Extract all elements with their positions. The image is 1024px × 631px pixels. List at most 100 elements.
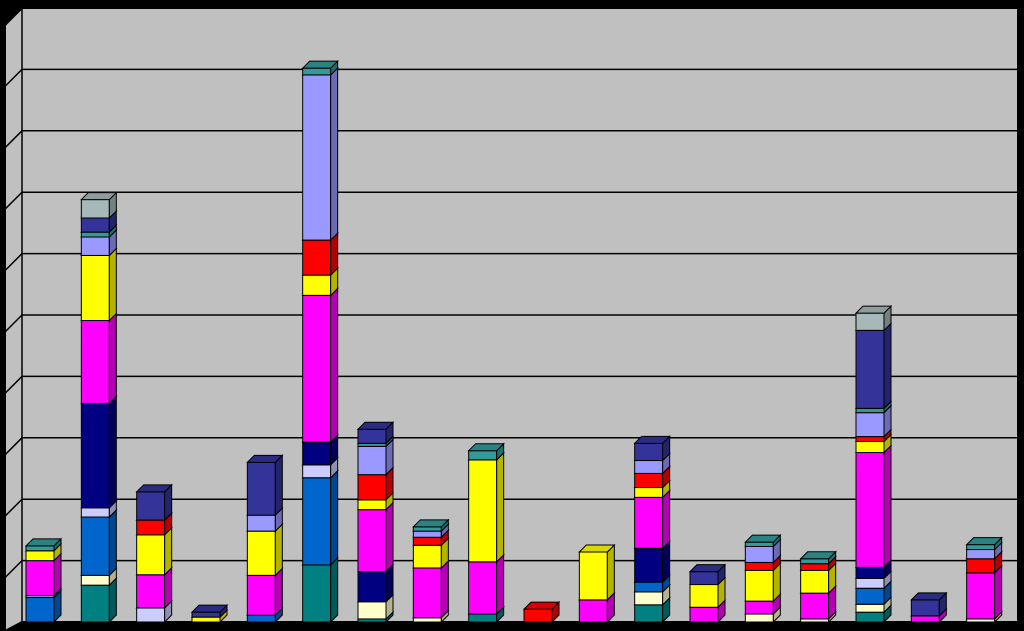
grid-line	[4, 437, 1018, 456]
bar-segment	[966, 544, 996, 551]
bar-segment	[412, 617, 442, 623]
bar-side	[330, 469, 339, 567]
bar-segment	[744, 541, 774, 547]
bar-segment	[357, 601, 387, 620]
bar-segment	[302, 564, 332, 623]
bar-segment	[634, 591, 664, 606]
bar-segment	[80, 574, 110, 586]
bar-side	[496, 451, 505, 564]
grid-line	[4, 68, 1018, 87]
bar-segment	[357, 571, 387, 603]
bar-side	[108, 395, 117, 510]
grid-line	[4, 7, 1018, 26]
bar-segment	[634, 581, 664, 593]
bar-segment	[357, 499, 387, 511]
bar-top	[854, 305, 893, 314]
bar-top	[301, 60, 339, 69]
bar-segment	[468, 450, 498, 461]
bar-segment	[634, 604, 664, 623]
bar-segment	[468, 613, 498, 623]
bar-side	[108, 247, 117, 322]
bar-segment	[25, 560, 55, 597]
bar-top	[965, 537, 1003, 546]
bar-segment	[800, 558, 830, 565]
bar-segment	[578, 599, 608, 623]
bar-segment	[302, 74, 332, 241]
bar-side	[330, 66, 339, 242]
bar-segment	[744, 600, 774, 615]
bar-top	[24, 538, 63, 547]
bar-side	[385, 501, 394, 573]
bar-segment	[855, 329, 885, 409]
bar-segment	[744, 569, 774, 602]
bar-segment	[412, 544, 442, 569]
bar-segment	[634, 487, 664, 498]
bar-segment	[246, 461, 276, 516]
bar-top	[688, 564, 727, 573]
bar-segment	[246, 530, 276, 576]
bar-side	[108, 508, 117, 577]
bar-top	[246, 454, 284, 463]
bar-segment	[689, 571, 719, 586]
grid-line	[4, 191, 1018, 210]
bar-segment	[744, 545, 774, 563]
bar-top	[135, 484, 173, 493]
bar-segment	[634, 442, 664, 462]
bar-segment	[246, 514, 276, 532]
bar-segment	[634, 547, 664, 583]
bar-top	[190, 604, 229, 613]
bar-segment	[855, 577, 885, 589]
bar-segment	[357, 474, 387, 501]
bar-segment	[855, 611, 885, 623]
bar-segment	[523, 608, 553, 623]
bar-segment	[136, 519, 166, 536]
bar-segment	[855, 452, 885, 568]
bar-segment	[246, 574, 276, 616]
bar-segment	[634, 472, 664, 489]
bar-top	[910, 592, 948, 601]
bar-segment	[800, 563, 830, 571]
bar-segment	[80, 320, 110, 404]
bar-segment	[136, 574, 166, 609]
bar-segment	[855, 436, 885, 442]
bar-segment	[855, 412, 885, 438]
bar-segment	[966, 549, 996, 560]
bar-segment	[302, 464, 332, 479]
bar-segment	[80, 402, 110, 509]
bar-segment	[800, 592, 830, 620]
bar-top	[578, 544, 616, 553]
bar-side	[164, 526, 173, 576]
bar-top	[80, 192, 118, 201]
bar-side	[440, 559, 449, 619]
bar-segment	[855, 566, 885, 579]
bar-side	[274, 454, 283, 517]
bar-segment	[191, 611, 221, 618]
grid-line	[4, 130, 1018, 149]
bar-segment	[25, 596, 55, 623]
bar-segment	[744, 561, 774, 571]
bar-segment	[136, 534, 166, 576]
bar-side	[883, 444, 892, 569]
bar-segment	[80, 254, 110, 322]
bar-segment	[800, 569, 830, 594]
bar-segment	[357, 509, 387, 573]
bar-segment	[966, 572, 996, 620]
bar-side	[108, 312, 117, 405]
bar-segment	[855, 407, 885, 414]
bar-side	[274, 567, 283, 617]
bar-side	[274, 522, 283, 577]
bar-segment	[412, 567, 442, 619]
bar-top	[356, 421, 395, 430]
bar-segment	[412, 536, 442, 546]
bar-segment	[689, 606, 719, 623]
bar-segment	[80, 217, 110, 233]
bar-segment	[246, 614, 276, 623]
bar-segment	[357, 445, 387, 476]
bar-segment	[302, 67, 332, 76]
bar-side	[662, 489, 671, 550]
bar-side	[606, 543, 615, 602]
bar-segment	[412, 530, 442, 538]
bar-side	[994, 564, 1003, 621]
